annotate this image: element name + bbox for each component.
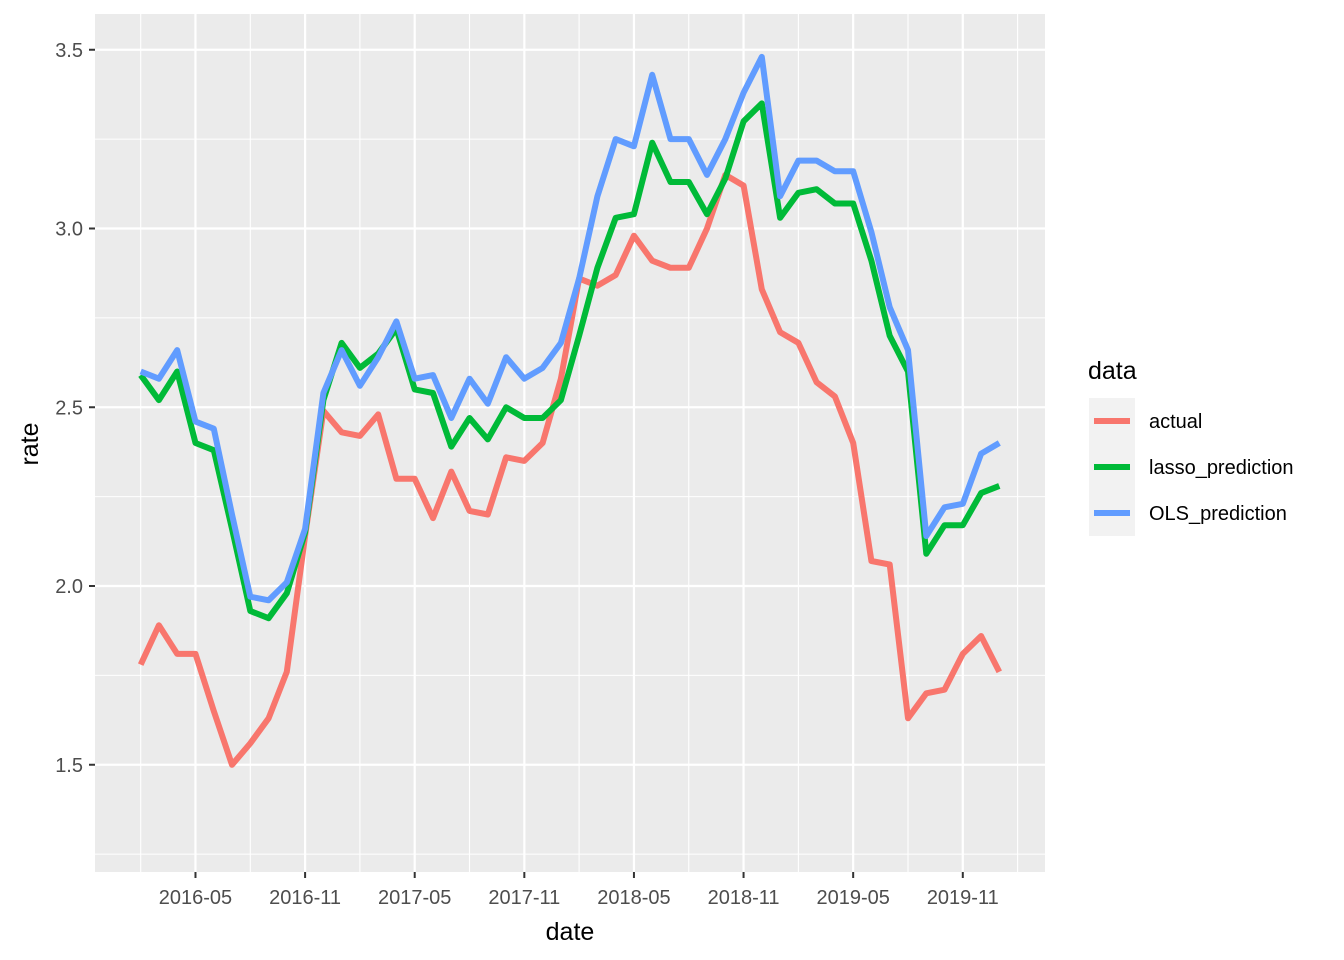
- x-tick-label: 2019-05: [816, 887, 889, 909]
- plot-panel: [95, 14, 1045, 872]
- y-tick-label: 2.5: [55, 397, 83, 419]
- y-axis: 1.5 2.0 2.5 3.0 3.5: [55, 40, 95, 777]
- legend-item-lasso-prediction: lasso_prediction: [1089, 444, 1294, 490]
- y-tick-label: 1.5: [55, 755, 83, 777]
- legend-label: actual: [1149, 411, 1202, 433]
- x-tick-label: 2017-05: [378, 887, 451, 909]
- y-tick-label: 2.0: [55, 576, 83, 598]
- legend-label: OLS_prediction: [1149, 503, 1287, 525]
- legend: data actual lasso_prediction OLS_predictio…: [1088, 357, 1294, 536]
- y-tick-label: 3.0: [55, 219, 83, 241]
- x-tick-label: 2018-05: [597, 887, 670, 909]
- series-line-lasso-prediction: [138, 100, 1001, 622]
- grid-lines: [95, 14, 1045, 872]
- x-axis: 2016-05 2016-11 2017-05 2017-11 2018-05 2018-…: [159, 872, 999, 909]
- legend-title: data: [1088, 357, 1137, 385]
- x-axis-title: date: [546, 918, 595, 946]
- y-axis-title: rate: [16, 422, 44, 465]
- series-line-ols-prediction: [139, 53, 1001, 604]
- x-tick-label: 2019-11: [927, 887, 999, 909]
- legend-item-actual: actual: [1089, 398, 1202, 444]
- legend-item-ols-prediction: OLS_prediction: [1089, 490, 1287, 536]
- x-tick-label: 2017-11: [488, 887, 560, 909]
- series-line-actual: [137, 171, 1002, 768]
- x-tick-label: 2018-11: [708, 887, 780, 909]
- series-lines: [137, 53, 1002, 768]
- y-tick-label: 3.5: [55, 40, 83, 62]
- x-tick-label: 2016-05: [159, 887, 232, 909]
- legend-label: lasso_prediction: [1149, 457, 1294, 479]
- x-tick-label: 2016-11: [269, 887, 341, 909]
